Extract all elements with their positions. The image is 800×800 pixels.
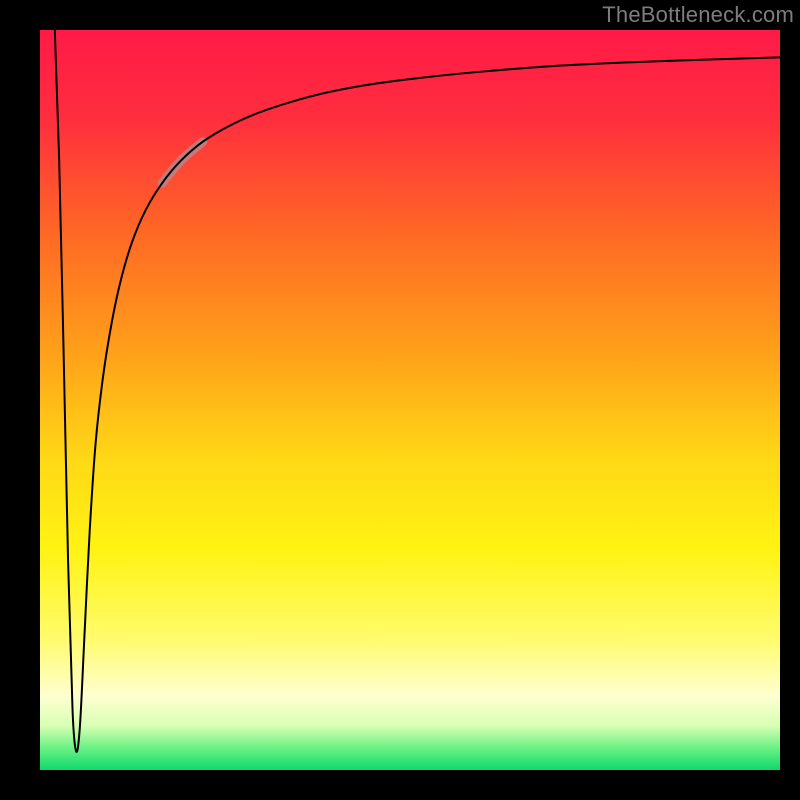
- main-curve: [55, 30, 780, 752]
- curve-layer: [40, 30, 780, 770]
- highlight-segment: [162, 142, 203, 183]
- watermark-text: TheBottleneck.com: [596, 0, 800, 32]
- plot-area: [40, 30, 780, 770]
- chart-frame: TheBottleneck.com: [0, 0, 800, 800]
